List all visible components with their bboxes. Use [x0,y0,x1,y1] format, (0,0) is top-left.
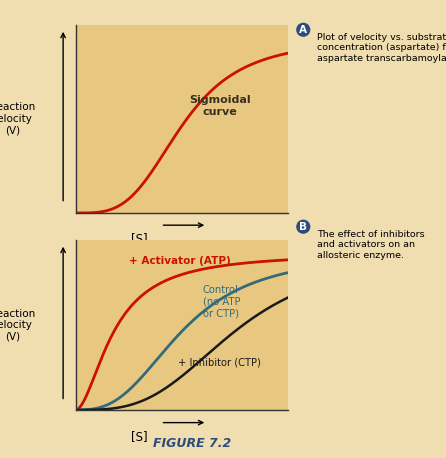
Text: Control
(no ATP
or CTP): Control (no ATP or CTP) [203,285,240,318]
Text: [S]: [S] [131,430,148,443]
Text: The effect of inhibitors
and activators on an
allosteric enzyme.: The effect of inhibitors and activators … [317,230,424,260]
Text: Sigmoidal
curve: Sigmoidal curve [189,95,251,117]
Text: + Inhibitor (CTP): + Inhibitor (CTP) [178,357,260,367]
Text: Plot of velocity vs. substrate
concentration (aspartate) for
aspartate transcarb: Plot of velocity vs. substrate concentra… [317,33,446,63]
Text: Reaction
velocity
(V): Reaction velocity (V) [0,309,35,342]
Text: [S]: [S] [131,232,148,245]
Text: B: B [299,222,307,232]
Text: FIGURE 7.2: FIGURE 7.2 [153,437,231,450]
Text: A: A [299,25,307,35]
Text: Reaction
velocity
(V): Reaction velocity (V) [0,103,35,136]
Text: + Activator (ATP): + Activator (ATP) [129,256,231,266]
